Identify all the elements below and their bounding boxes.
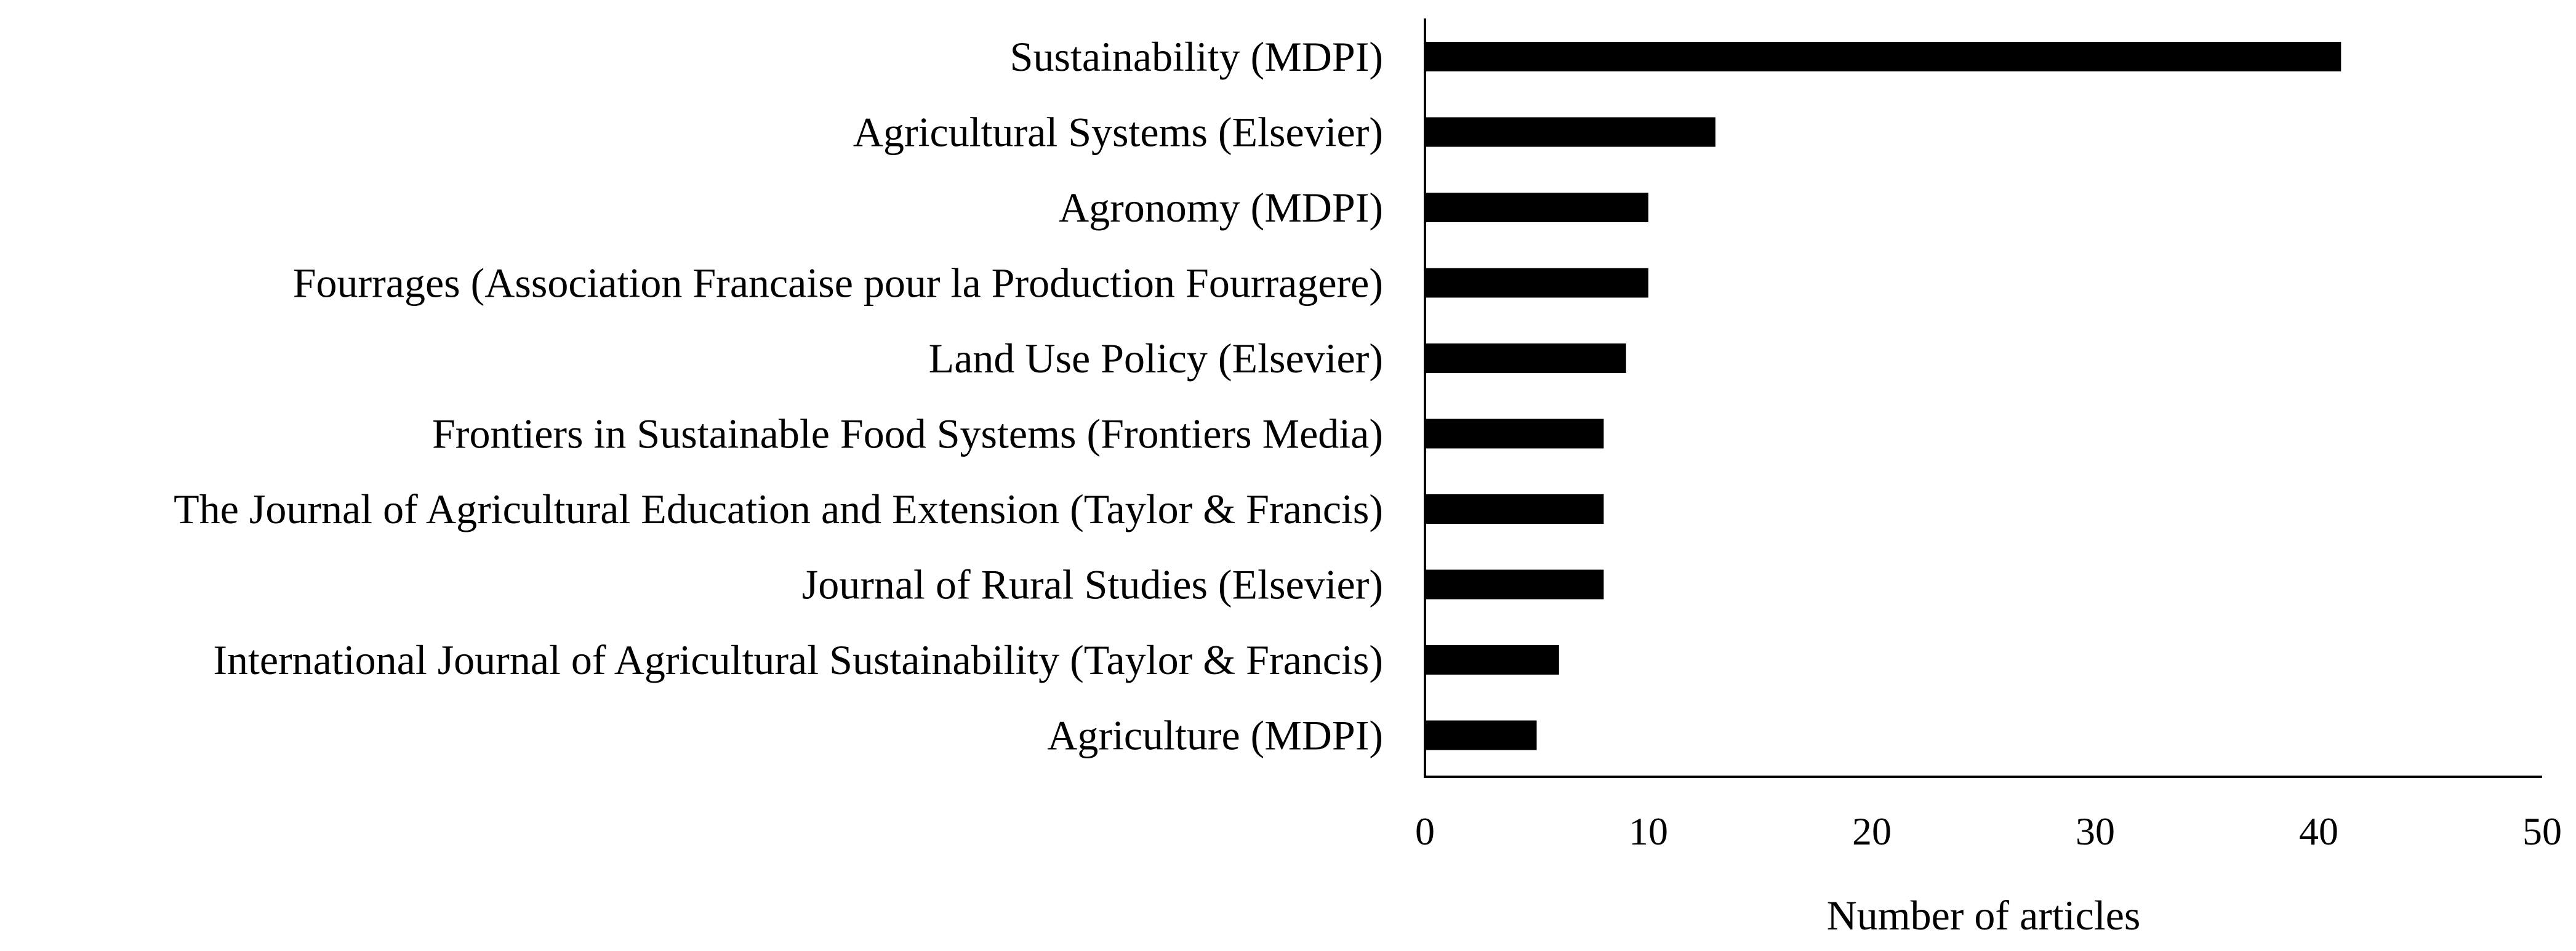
x-axis-title: Number of articles — [1827, 892, 2141, 939]
x-tick-label: 30 — [2076, 809, 2115, 853]
category-label: Journal of Rural Studies (Elsevier) — [802, 561, 1383, 608]
category-label: Agronomy (MDPI) — [1059, 184, 1383, 231]
category-label: Agriculture (MDPI) — [1047, 712, 1383, 759]
category-label: International Journal of Agricultural Su… — [213, 636, 1383, 683]
bar — [1425, 117, 1715, 147]
x-tick-label: 40 — [2299, 809, 2338, 853]
category-label: Frontiers in Sustainable Food Systems (F… — [432, 411, 1383, 457]
bar — [1425, 268, 1648, 298]
bar — [1425, 343, 1626, 373]
bar — [1425, 419, 1604, 449]
bar — [1425, 720, 1537, 750]
category-label: The Journal of Agricultural Education an… — [174, 486, 1383, 532]
bar — [1425, 645, 1559, 675]
x-tick-label: 10 — [1629, 809, 1668, 853]
x-tick-label: 20 — [1852, 809, 1892, 853]
category-label: Land Use Policy (Elsevier) — [929, 335, 1383, 382]
bars-group — [1425, 42, 2341, 750]
bar — [1425, 569, 1604, 600]
category-label: Fourrages (Association Francaise pour la… — [293, 260, 1383, 307]
x-tick-labels: 0 10 20 30 40 50 — [1415, 809, 2562, 853]
x-tick-label: 50 — [2522, 809, 2562, 853]
category-labels: Sustainability (MDPI) Agricultural System… — [174, 33, 1383, 759]
bar — [1425, 42, 2341, 71]
bar — [1425, 494, 1604, 524]
x-tick-label: 0 — [1415, 809, 1435, 853]
category-label: Sustainability (MDPI) — [1010, 33, 1383, 80]
bar — [1425, 193, 1648, 222]
category-label: Agricultural Systems (Elsevier) — [853, 109, 1383, 156]
